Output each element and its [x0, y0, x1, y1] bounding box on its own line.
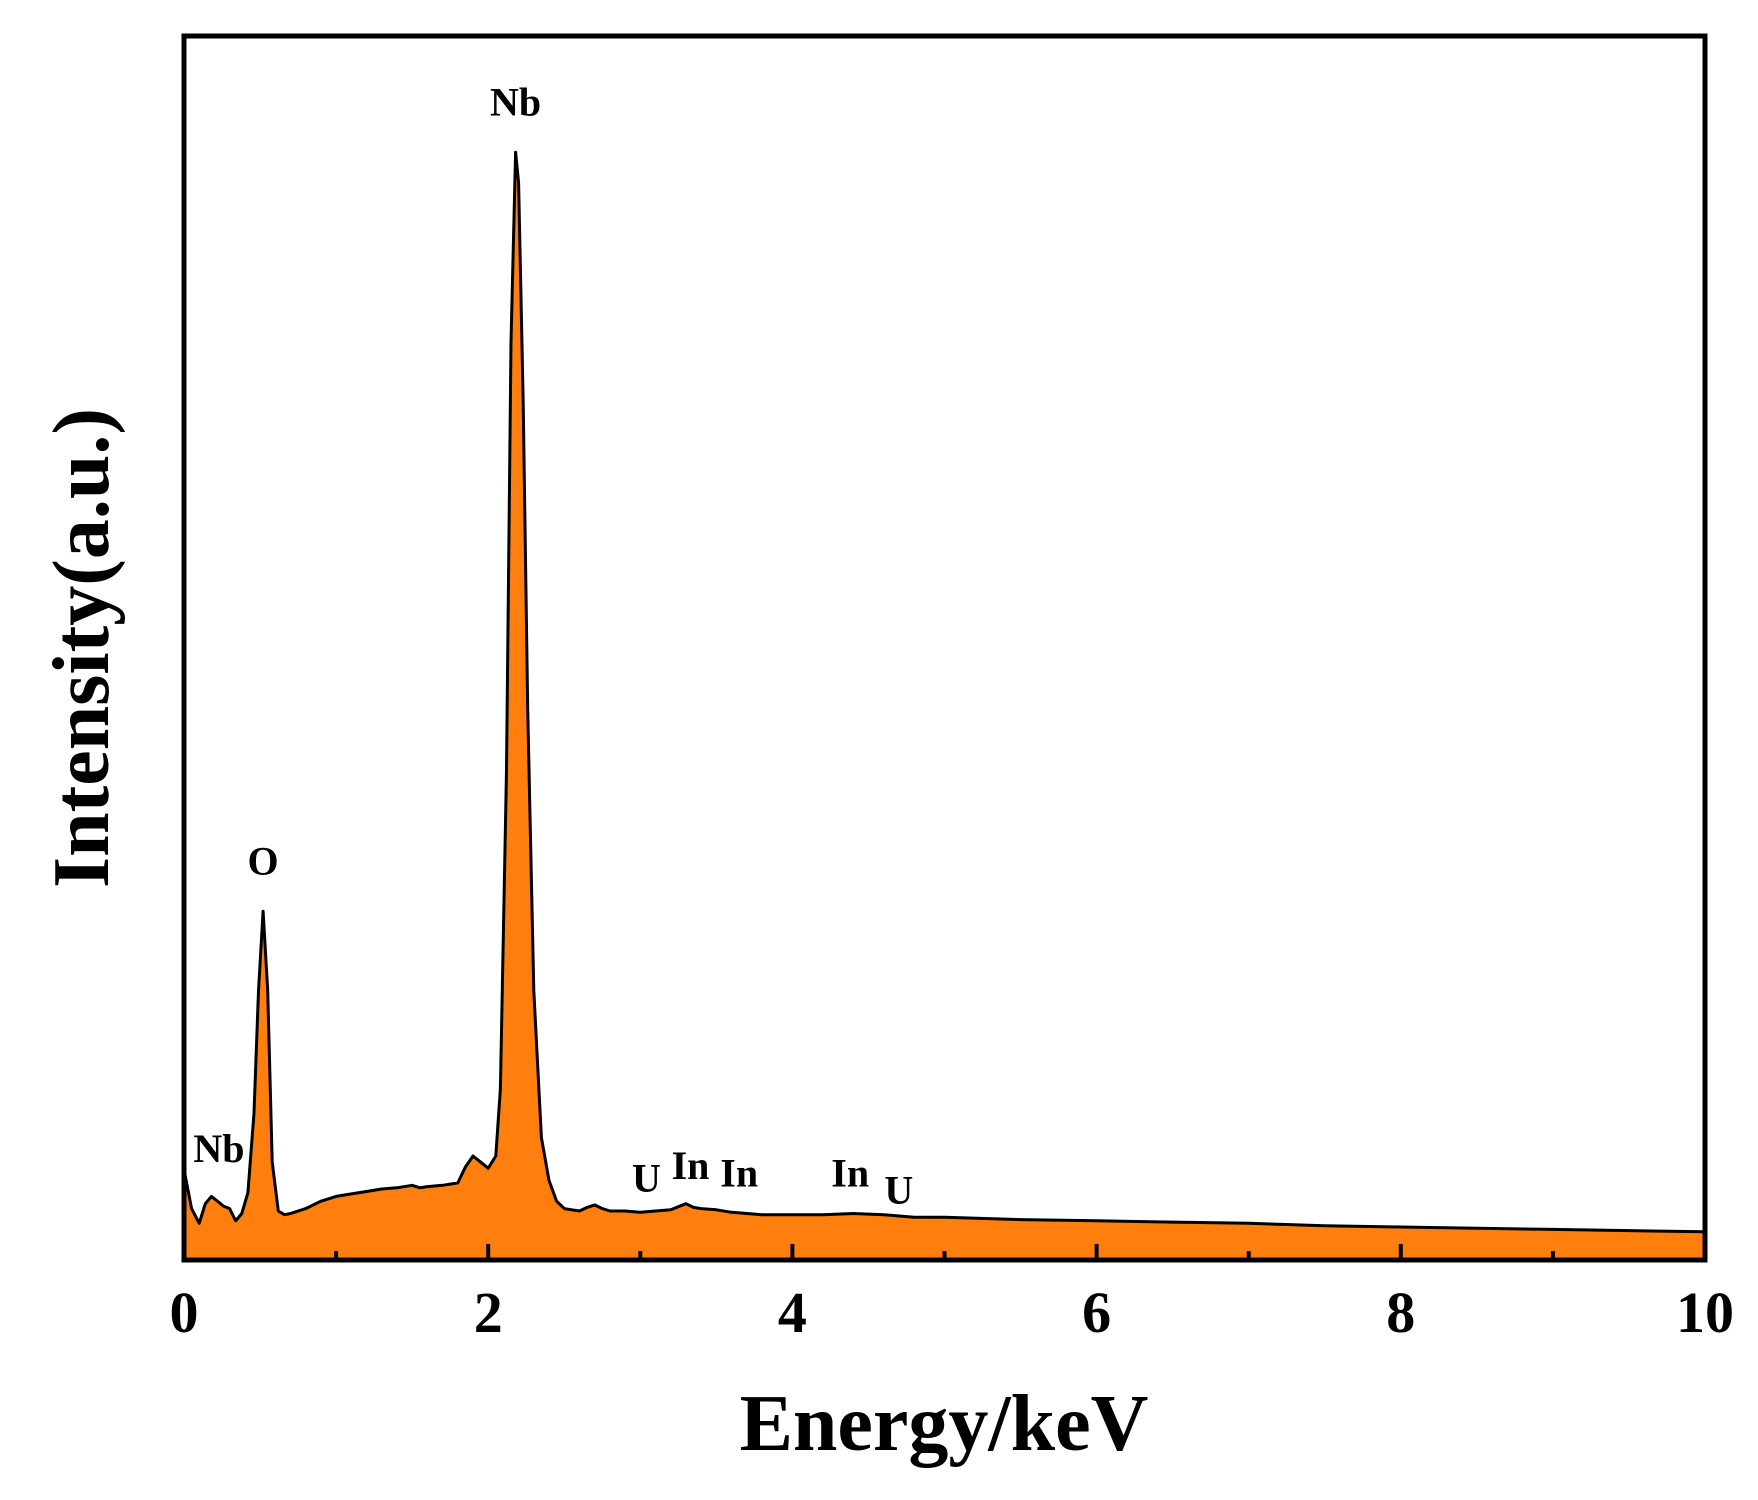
plot-frame [181, 33, 1708, 1263]
x-tick-label: 4 [778, 1280, 807, 1345]
x-tick-label: 10 [1676, 1280, 1734, 1345]
peak-label-u: U [632, 1155, 661, 1200]
peak-label-o: O [248, 838, 279, 883]
x-axis-ticks [182, 1244, 1707, 1260]
x-tick-label: 6 [1082, 1280, 1111, 1345]
peak-label-u: U [884, 1168, 913, 1213]
spectrum-line [182, 150, 1706, 1234]
plot-area [182, 150, 1706, 1260]
peak-label-in: In [831, 1151, 869, 1196]
x-tick-label: 0 [170, 1280, 199, 1345]
x-tick-label: 2 [474, 1280, 503, 1345]
peak-label-nb: Nb [193, 1126, 244, 1171]
peak-label-nb: Nb [490, 80, 541, 125]
peak-label-in: In [720, 1151, 758, 1196]
spectrum-area [184, 152, 1705, 1260]
x-axis-tick-labels: 0 2 4 6 8 10 [170, 1280, 1735, 1345]
x-axis-title: Energy/keV [740, 1380, 1149, 1468]
peak-label-in: In [672, 1143, 710, 1188]
y-axis-title: Intensity(a.u.) [38, 408, 126, 888]
x-tick-label: 8 [1386, 1280, 1415, 1345]
